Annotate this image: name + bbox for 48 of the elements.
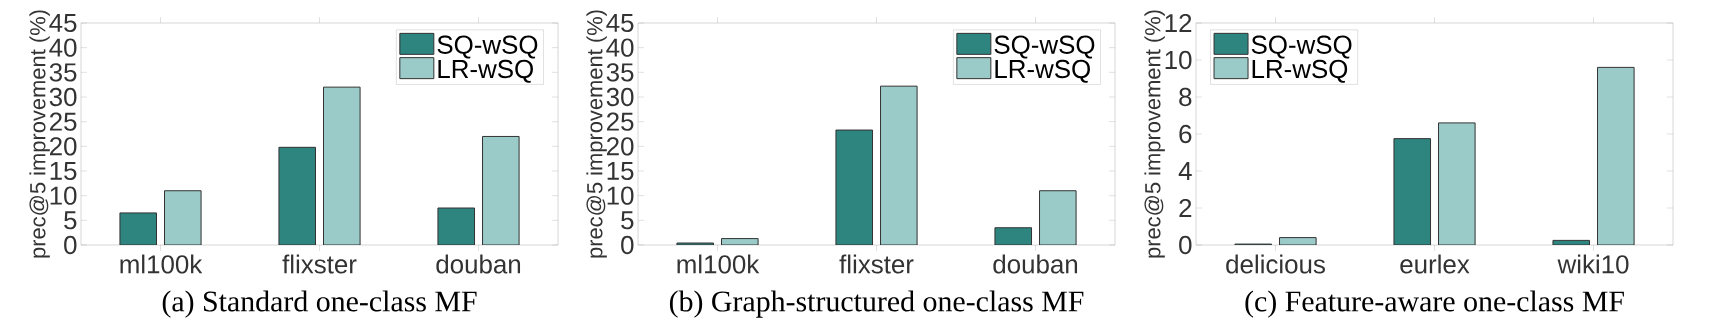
x-tick-label: delicious bbox=[1226, 254, 1325, 274]
x-tick-label: douban bbox=[436, 254, 521, 274]
y-tick-label: 15 bbox=[50, 161, 77, 181]
legend-label: LR-wSQ bbox=[1252, 59, 1348, 83]
legend-label: SQ-wSQ bbox=[994, 35, 1095, 59]
x-tick-label: ml100k bbox=[677, 254, 760, 274]
y-tick-label: 10 bbox=[1165, 50, 1192, 70]
y-axis-title: prec@5 improvement (%) bbox=[29, 10, 50, 258]
y-axis-title: prec@5 improvement (%) bbox=[586, 10, 607, 258]
legend-label: LR-wSQ bbox=[995, 59, 1090, 83]
y-tick-label: 45 bbox=[606, 13, 634, 33]
y-tick-label: 30 bbox=[49, 87, 77, 107]
text: (a) Standard one-class MF bbox=[162, 290, 477, 318]
y-tick-label: 20 bbox=[606, 137, 634, 156]
y-axis-title: prec@5 improvement (%) bbox=[1144, 10, 1165, 258]
y-tick-label: 12 bbox=[1165, 13, 1192, 33]
y-tick-label: 40 bbox=[49, 38, 77, 57]
legend-label: SQ-wSQ bbox=[1251, 35, 1352, 59]
x-tick-label: eurlex bbox=[1400, 254, 1470, 274]
y-tick-label: 2 bbox=[1179, 198, 1192, 218]
legend-label: SQ-wSQ bbox=[437, 35, 538, 59]
x-tick-label: ml100k bbox=[120, 254, 203, 274]
y-tick-label: 0 bbox=[1179, 235, 1192, 255]
y-tick-label: 30 bbox=[606, 87, 634, 107]
y-tick-label: 15 bbox=[607, 161, 634, 181]
y-tick-label: 45 bbox=[49, 13, 77, 33]
y-tick-label: 8 bbox=[1179, 87, 1192, 107]
y-tick-label: 4 bbox=[1178, 162, 1192, 180]
text: (b) Graph-structured one-class MF bbox=[669, 290, 1084, 318]
x-tick-label: douban bbox=[993, 254, 1078, 274]
text: (c) Feature-aware one-class MF bbox=[1245, 290, 1624, 318]
y-tick-label: 10 bbox=[50, 186, 77, 205]
y-tick-label: 20 bbox=[49, 137, 77, 156]
x-tick-label: flixster bbox=[282, 254, 357, 274]
y-tick-label: 0 bbox=[621, 235, 634, 255]
y-tick-label: 25 bbox=[49, 112, 77, 131]
legend-label: LR-wSQ bbox=[438, 59, 533, 83]
y-tick-label: 0 bbox=[64, 235, 77, 255]
y-tick-label: 5 bbox=[64, 211, 77, 230]
y-tick-label: 35 bbox=[606, 63, 634, 82]
y-tick-label: 10 bbox=[607, 186, 634, 205]
x-tick-label: flixster bbox=[839, 254, 914, 274]
y-tick-label: 5 bbox=[621, 211, 634, 230]
y-tick-label: 40 bbox=[606, 38, 634, 57]
y-tick-label: 35 bbox=[49, 63, 77, 82]
y-tick-label: 6 bbox=[1179, 124, 1192, 144]
y-tick-label: 25 bbox=[606, 112, 634, 131]
x-tick-label: wiki10 bbox=[1557, 254, 1629, 274]
